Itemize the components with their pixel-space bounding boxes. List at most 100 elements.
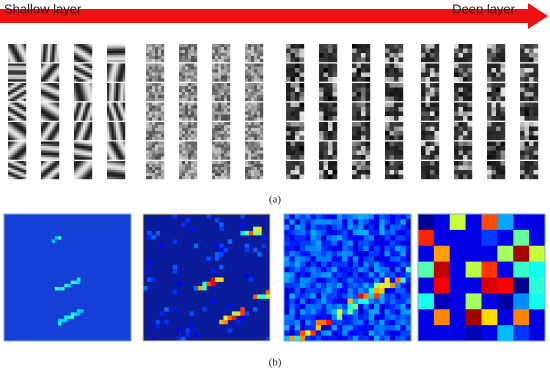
filter-pixel (90, 46, 92, 48)
filter-pixel (79, 70, 81, 72)
filter-pixel (333, 92, 338, 97)
map-cell (181, 222, 185, 226)
filter-pixel (179, 47, 182, 50)
filter-pixel (52, 168, 54, 170)
filter-pixel (459, 127, 464, 132)
filter-pixel (19, 161, 21, 163)
filter-pixel (17, 142, 19, 144)
filter-pixel (426, 68, 431, 73)
filter-pixel (245, 73, 248, 76)
filter-pixel (185, 79, 188, 82)
filter-pixel (149, 164, 152, 167)
map-cell (406, 246, 411, 251)
filter-pixel (221, 76, 224, 79)
map-cell (385, 240, 390, 245)
filter-pixel (146, 109, 149, 112)
filter-pixel (248, 56, 251, 59)
filter-pixel (152, 157, 155, 160)
filter-pixel (248, 145, 251, 148)
filter-pixel (221, 70, 224, 73)
map-cell (390, 256, 395, 261)
map-cell (497, 309, 513, 325)
map-cell (310, 288, 315, 293)
filter-pixel (116, 60, 118, 62)
filter-pixel (227, 76, 230, 79)
map-cell (348, 309, 353, 314)
map-cell (348, 246, 353, 251)
filter-pixel (215, 173, 218, 176)
filter-pixel (260, 89, 263, 92)
filter-pixel (492, 92, 497, 97)
filter-pixel (19, 133, 21, 135)
filter-pixel (463, 88, 468, 93)
filter-pixel (74, 88, 76, 90)
filter-pixel (191, 115, 194, 118)
filter-pixel (123, 151, 125, 153)
filter-pixel (212, 176, 215, 179)
map-cell (337, 304, 342, 309)
filter-pixel (43, 79, 45, 81)
filter-pixel (194, 148, 197, 151)
map-cell (337, 272, 342, 277)
map-cell (529, 262, 545, 278)
filter-pixel (109, 118, 111, 120)
filter-pixel (79, 157, 81, 159)
filter-pixel (435, 49, 440, 54)
filter-pixel (43, 55, 45, 57)
filter-pixel (496, 88, 501, 93)
filter-pixel (390, 64, 395, 69)
map-cell (369, 267, 374, 272)
filter-pixel (520, 88, 525, 93)
filter-pixel (116, 175, 118, 177)
map-cell (332, 304, 337, 309)
map-cell (379, 288, 384, 293)
filter-pixel (146, 161, 149, 164)
filter-pixel (15, 153, 17, 155)
filter-pixel (8, 58, 10, 60)
filter-pixel (248, 142, 251, 145)
filter-pixel (385, 142, 390, 147)
filter-pixel (112, 136, 114, 138)
filter-pixel (257, 59, 260, 62)
map-cell (295, 272, 300, 277)
filter-pixel (123, 55, 125, 57)
filter-pixel (118, 107, 120, 109)
filter-pixel (385, 136, 390, 141)
filter-pixel (10, 75, 12, 77)
filter-pixel (41, 148, 43, 150)
filter-tile (74, 64, 92, 82)
filter-pixel (529, 64, 534, 69)
filter-pixel (50, 124, 52, 126)
filter-pixel (116, 172, 118, 174)
filter-pixel (13, 138, 15, 140)
filter-pixel (421, 97, 426, 102)
filter-pixel (251, 109, 254, 112)
map-cell (156, 324, 160, 328)
filter-pixel (435, 64, 440, 69)
filter-pixel (328, 122, 333, 127)
filter-pixel (121, 85, 123, 87)
filter-pixel (146, 67, 149, 70)
filter-pixel (520, 73, 525, 78)
filter-pixel (501, 97, 506, 102)
filter-pixel (260, 86, 263, 89)
map-cell (379, 299, 384, 304)
filter-pixel (487, 122, 492, 127)
filter-pixel (10, 155, 12, 157)
filter-pixel (291, 103, 296, 108)
filter-pixel (182, 50, 185, 53)
filter-pixel (46, 157, 48, 159)
filter-pixel (107, 66, 109, 68)
filter-pixel (41, 133, 43, 135)
filter-pixel (17, 46, 19, 48)
map-cell (482, 230, 498, 246)
map-cell (337, 330, 342, 335)
filter-pixel (227, 56, 230, 59)
filter-pixel (121, 51, 123, 53)
filter-pixel (83, 55, 85, 57)
filter-pixel (24, 146, 26, 148)
map-cell (400, 325, 405, 330)
filter-pixel (146, 167, 149, 170)
filter-pixel (8, 51, 10, 53)
filter-pixel (224, 137, 227, 140)
